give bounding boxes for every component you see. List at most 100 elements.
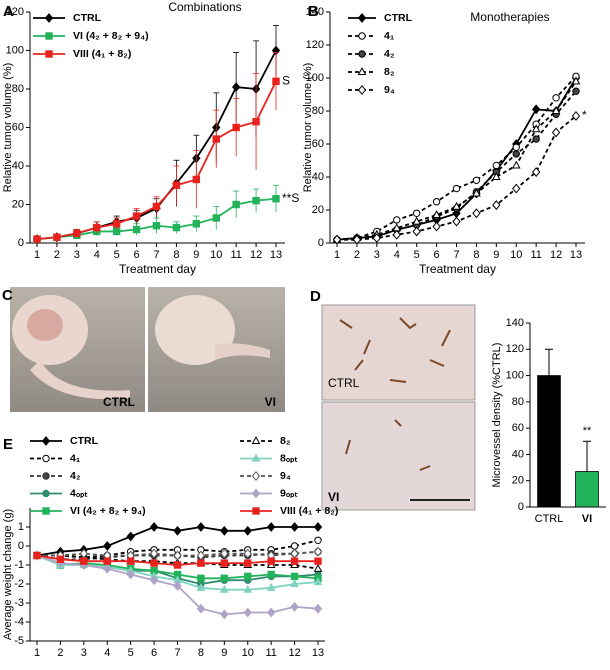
marker: [452, 184, 461, 193]
y-tick-label: 100: [506, 369, 524, 381]
marker: [132, 225, 141, 234]
legend-marker: [44, 13, 54, 23]
marker: [393, 216, 401, 224]
marker: [512, 143, 520, 152]
marker: [149, 522, 159, 532]
x-tick-label: 9: [221, 647, 227, 659]
legend-marker: [357, 85, 367, 95]
x-tick-label: 8: [198, 647, 204, 659]
legend-label: CTRL: [70, 435, 99, 447]
x-tick-label: 9: [493, 249, 499, 261]
marker: [267, 570, 275, 579]
marker: [272, 195, 280, 203]
marker: [313, 522, 323, 532]
vessel: [339, 317, 451, 383]
annotation: *: [582, 108, 587, 122]
legend-marker: [358, 32, 366, 40]
panel-letter: C: [2, 287, 13, 304]
marker: [290, 557, 299, 565]
y-axis-label: Relative tumor volume (%): [302, 63, 314, 193]
x-tick-label: 12: [250, 249, 262, 261]
marker: [432, 221, 441, 232]
y-tick-label: 140: [306, 6, 324, 18]
marker: [372, 233, 382, 243]
marker: [220, 574, 229, 582]
marker: [290, 542, 299, 550]
x-tick-label: 7: [174, 647, 180, 659]
bar: [575, 471, 599, 508]
panel-letter: E: [3, 436, 13, 453]
marker: [132, 212, 141, 220]
legend-marker: [42, 472, 50, 480]
marker: [197, 574, 205, 582]
x-tick-label: 7: [453, 249, 459, 261]
y-tick-label: -2: [14, 578, 24, 590]
x-tick-label: 12: [550, 249, 562, 261]
marker: [290, 522, 299, 532]
marker: [197, 559, 205, 567]
marker: [33, 235, 41, 243]
marker: [272, 77, 280, 85]
marker: [192, 175, 201, 184]
marker: [313, 546, 323, 557]
marker: [266, 582, 276, 591]
y-tick-label: 80: [512, 396, 524, 408]
tumor: [27, 309, 63, 341]
marker: [571, 111, 581, 121]
marker: [290, 572, 299, 581]
x-tick-label: 13: [270, 249, 282, 261]
marker: [103, 563, 112, 574]
marker: [511, 160, 521, 169]
legend-marker: [41, 436, 51, 446]
y-tick-label: -5: [14, 635, 24, 647]
photo-panel: C CTRL VI: [2, 287, 285, 412]
legend-label: 4₁: [384, 30, 394, 42]
photo-subject: [30, 360, 130, 400]
legend-label: 8₂: [280, 435, 291, 447]
marker: [196, 582, 206, 591]
x-tick-label: 12: [288, 647, 300, 659]
photo-label: VI: [265, 395, 276, 409]
marker: [392, 229, 401, 240]
marker: [220, 548, 229, 559]
x-tick-label: 13: [312, 647, 324, 659]
chart-title: Combinations: [168, 0, 241, 14]
x-tick-label: 4: [104, 647, 110, 659]
y-tick-label: -3: [14, 597, 24, 609]
legend-marker: [357, 67, 367, 76]
bar: [537, 375, 561, 508]
chart-title: Monotherapies: [470, 10, 549, 24]
marker: [572, 87, 580, 95]
x-tick-label: 10: [510, 249, 522, 261]
y-tick-label: 20: [312, 204, 324, 216]
legend-label: 9₄: [280, 470, 291, 482]
marker: [126, 569, 135, 580]
marker: [290, 579, 299, 588]
x-tick-label: 11: [530, 249, 541, 261]
legend-label: 9ₒₚₜ: [280, 487, 298, 499]
y-tick-label: -1: [14, 559, 24, 571]
marker: [33, 551, 41, 560]
marker: [173, 550, 182, 561]
legend-marker: [45, 32, 53, 40]
marker: [173, 561, 182, 569]
x-tick-label: 5: [414, 249, 420, 261]
panel-letter: A: [3, 3, 14, 20]
x-tick-label: 7: [153, 249, 159, 261]
y-tick-label: 60: [12, 121, 24, 133]
photo-label: CTRL: [103, 395, 135, 409]
marker: [531, 124, 541, 133]
marker: [412, 226, 421, 237]
x-axis-label: Treatment day: [419, 262, 496, 276]
legend-marker: [42, 454, 50, 463]
marker: [412, 209, 421, 218]
marker: [267, 557, 275, 565]
marker: [492, 161, 501, 170]
marker: [196, 522, 206, 532]
y-tick-label: 40: [12, 160, 24, 172]
marker: [152, 221, 161, 230]
x-tick-label: 4: [94, 249, 100, 261]
legend-label: 4₂: [70, 470, 81, 482]
x-tick-label: 11: [230, 249, 241, 261]
marker: [192, 220, 201, 228]
